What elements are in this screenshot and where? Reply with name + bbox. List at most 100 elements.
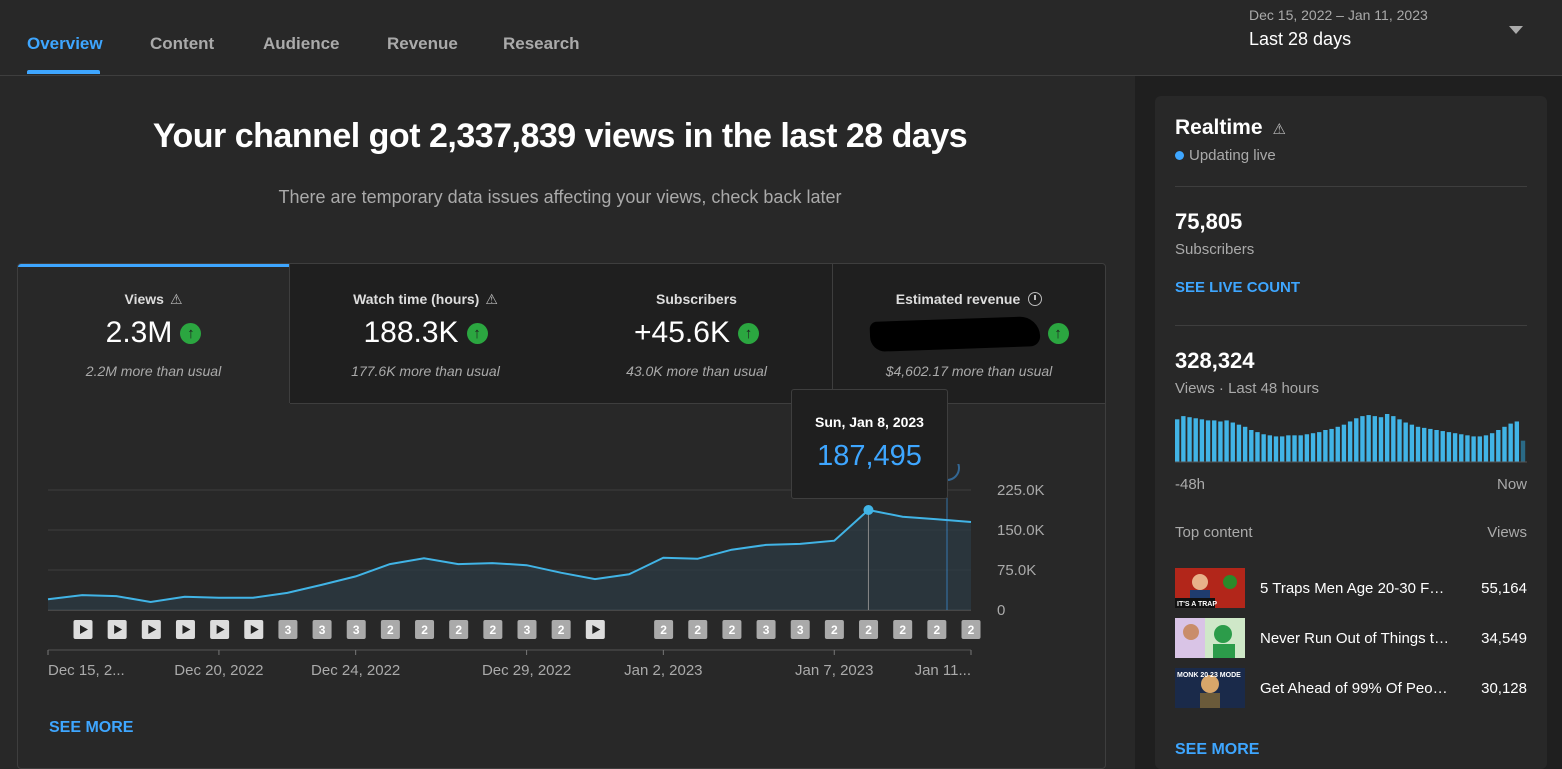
metric-label: Subscribers xyxy=(656,291,737,307)
warning-icon[interactable]: ⚠ xyxy=(169,291,183,307)
realtime-bar xyxy=(1440,431,1445,462)
metric-label: Views xyxy=(124,291,164,307)
realtime-bar xyxy=(1508,423,1513,462)
top-content-views: 30,128 xyxy=(1481,680,1527,697)
realtime-bar xyxy=(1187,417,1192,462)
realtime-bar xyxy=(1317,432,1322,462)
realtime-bar xyxy=(1446,432,1452,462)
page-headline: Your channel got 2,337,839 views in the … xyxy=(152,117,968,155)
realtime-bar xyxy=(1471,436,1476,462)
axis-left-label: -48h xyxy=(1175,476,1206,493)
views-area xyxy=(48,510,971,610)
svg-text:3: 3 xyxy=(285,623,292,637)
svg-text:2: 2 xyxy=(831,623,838,637)
realtime-bar xyxy=(1403,422,1408,462)
top-content-item[interactable]: MONK 20 23 MODE Get Ahead of 99% Of Peop… xyxy=(1175,668,1527,708)
views-column-label: Views xyxy=(1487,524,1527,541)
realtime-views-count: 328,324 xyxy=(1175,348,1255,373)
realtime-bar xyxy=(1391,416,1396,462)
x-tick-label: Jan 2, 2023 xyxy=(624,662,702,679)
tooltip-value: 187,495 xyxy=(817,440,922,472)
views-line-chart[interactable]: 0 75.0K 150.0K 225.0K 3 3 3 2 2 2 2 3 2 2 2 2 3 3 2 2 2 2 2 Dec… xyxy=(18,464,1105,764)
metric-comparison: $4,602.17 more than usual xyxy=(885,363,1053,379)
realtime-see-more-link[interactable]: SEE MORE xyxy=(1175,741,1260,758)
metric-value: 188.3K xyxy=(363,316,459,349)
realtime-bar xyxy=(1286,435,1291,462)
metric-value: 2.3M xyxy=(105,316,173,349)
top-content-item[interactable]: IT'S A TRAP 5 Traps Men Age 20-30 Fall I… xyxy=(1175,568,1527,608)
metric-value: +45.6K xyxy=(634,316,730,349)
metric-tab-views[interactable]: Views ⚠ 2.3M ↑ 2.2M more than usual xyxy=(18,264,290,403)
realtime-bar xyxy=(1459,434,1464,462)
realtime-bar xyxy=(1335,426,1340,462)
multi-upload-marker: 3 xyxy=(790,620,810,639)
multi-upload-marker: 2 xyxy=(551,620,571,639)
active-tab-indicator xyxy=(27,70,100,74)
live-dot-icon xyxy=(1175,151,1184,160)
realtime-bar xyxy=(1236,424,1242,462)
realtime-bar xyxy=(1428,428,1433,462)
y-tick-label: 0 xyxy=(997,602,1005,619)
see-more-link[interactable]: SEE MORE xyxy=(49,719,134,736)
realtime-title: Realtime xyxy=(1175,116,1263,139)
y-tick-label: 75.0K xyxy=(997,562,1036,579)
chart-tooltip: Sun, Jan 8, 2023 187,495 xyxy=(791,389,948,499)
date-range-text: Dec 15, 2022 – Jan 11, 2023 xyxy=(1249,7,1428,23)
svg-text:3: 3 xyxy=(763,623,770,637)
video-upload-marker-icon xyxy=(141,620,161,639)
metric-tab-watch-time[interactable]: Watch time (hours) ⚠ 188.3K ↑ 177.6K more … xyxy=(290,264,562,404)
warning-icon[interactable]: ⚠ xyxy=(485,291,498,307)
realtime-bar xyxy=(1452,433,1458,462)
metric-tab-estimated-revenue[interactable]: Estimated revenue ↑ $4,602.17 more than … xyxy=(833,264,1105,404)
highlight-point xyxy=(863,505,874,516)
subscribers-label: Subscribers xyxy=(1175,241,1255,258)
trend-up-icon: ↑ xyxy=(737,323,759,344)
warning-icon[interactable]: ⚠ xyxy=(1272,121,1286,138)
multi-upload-marker: 2 xyxy=(688,620,708,639)
metric-tab-subscribers[interactable]: Subscribers +45.6K ↑ 43.0K more than usua… xyxy=(561,264,833,404)
clock-icon[interactable] xyxy=(1028,292,1043,306)
realtime-bar xyxy=(1465,435,1470,462)
multi-upload-marker: 3 xyxy=(346,620,366,639)
x-tick-label: Dec 24, 2022 xyxy=(311,662,400,679)
tab-content[interactable]: Content xyxy=(150,34,215,53)
realtime-bar xyxy=(1415,426,1421,462)
video-upload-marker-icon xyxy=(175,620,195,639)
views-series-line xyxy=(47,508,972,604)
svg-text:2: 2 xyxy=(558,623,565,637)
realtime-bar xyxy=(1175,419,1180,462)
realtime-bar-chart[interactable] xyxy=(1175,414,1527,464)
tab-audience[interactable]: Audience xyxy=(263,34,340,53)
video-upload-marker-icon xyxy=(244,620,264,639)
trend-up-icon: ↑ xyxy=(1047,323,1069,344)
tooltip-date: Sun, Jan 8, 2023 xyxy=(815,414,924,430)
multi-upload-marker: 3 xyxy=(278,620,298,639)
multi-upload-marker: 2 xyxy=(654,620,674,639)
realtime-bar xyxy=(1181,416,1186,462)
thumbnail-text: IT'S A TRAP xyxy=(1177,601,1217,608)
realtime-bar xyxy=(1279,436,1285,462)
dropdown-caret-icon[interactable] xyxy=(1509,26,1523,34)
multi-upload-marker: 2 xyxy=(415,620,435,639)
tab-research[interactable]: Research xyxy=(503,34,580,53)
realtime-card: Realtime ⚠ Updating live 75,805 Subscribe… xyxy=(1155,96,1547,769)
svg-text:3: 3 xyxy=(353,623,360,637)
trend-up-icon: ↑ xyxy=(466,323,488,344)
multi-upload-marker: 2 xyxy=(449,620,469,639)
realtime-bar xyxy=(1354,418,1359,462)
realtime-bar xyxy=(1341,424,1347,462)
tab-revenue[interactable]: Revenue xyxy=(387,34,458,53)
video-upload-marker-icon xyxy=(73,620,93,639)
realtime-bar xyxy=(1249,430,1254,462)
video-thumbnail: IT'S A TRAP xyxy=(1175,568,1245,608)
top-content-title: Never Run Out of Things to Say xyxy=(1260,630,1450,647)
multi-upload-marker: 2 xyxy=(927,620,947,639)
y-tick-label: 225.0K xyxy=(997,482,1045,499)
x-tick-label: Dec 20, 2022 xyxy=(174,662,263,679)
tab-overview[interactable]: Overview xyxy=(27,34,103,53)
top-content-title: Get Ahead of 99% Of People xyxy=(1260,680,1450,697)
multi-upload-marker: 2 xyxy=(722,620,742,639)
see-live-count-link[interactable]: SEE LIVE COUNT xyxy=(1175,279,1301,296)
metric-label: Watch time (hours) xyxy=(353,291,480,307)
top-content-item[interactable]: Never Run Out of Things to Say 34,549 xyxy=(1175,618,1527,658)
